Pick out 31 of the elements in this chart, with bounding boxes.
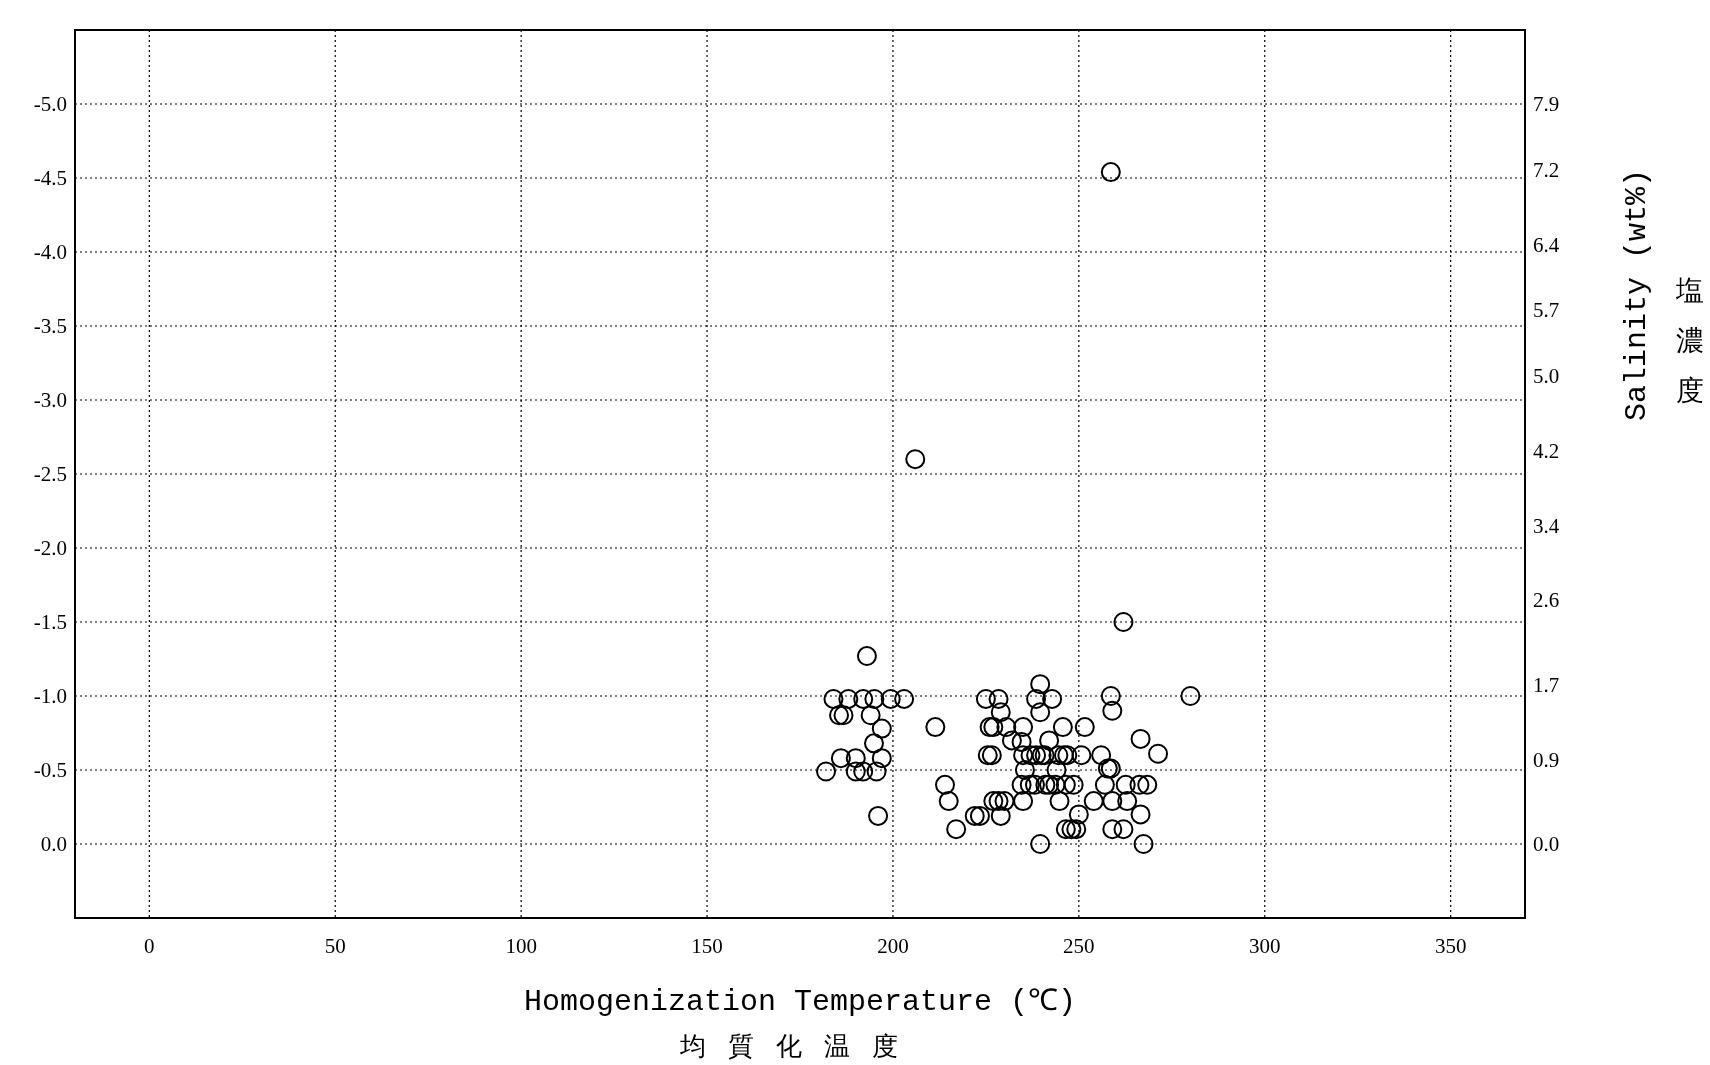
y-tick-label: -1.0 [33,684,67,708]
y2-tick-label: 5.0 [1533,363,1560,388]
y2-tick-label: 0.9 [1533,747,1560,772]
y-tick-label: -2.5 [33,462,67,486]
x-tick-label: 100 [505,934,537,958]
y2-tick-label: 0.0 [1533,832,1560,856]
x-tick-label: 0 [144,934,155,958]
x-tick-label: 350 [1434,934,1467,958]
y-tick-label: -1.5 [33,610,67,634]
y-tick-label: -3.0 [33,388,67,412]
y2-tick-label: 4.2 [1533,438,1560,463]
x-tick-label: 50 [324,934,346,958]
x-tick-label: 200 [877,934,909,958]
y-tick-label: -4.5 [33,166,67,190]
y-tick-label: -2.0 [33,536,67,560]
y2-tick-label: 5.7 [1533,298,1560,323]
y-tick-label: -4.0 [33,240,67,264]
y2-tick-label: 2.6 [1533,588,1560,613]
y-tick-label: -5.0 [33,92,67,116]
x-tick-label: 250 [1063,934,1095,958]
x-tick-label: 300 [1248,934,1281,958]
y2-tick-label: 7.2 [1533,157,1560,182]
y-tick-label: 0.0 [40,832,67,856]
y2-tick-label: 1.7 [1533,672,1560,697]
y2-tick-label: 7.9 [1533,92,1560,116]
y2-tick-label: 3.4 [1533,513,1560,538]
y2-tick-label: 6.4 [1533,232,1560,257]
x-tick-label: 150 [691,934,723,958]
y-tick-label: -0.5 [33,758,67,782]
y-tick-label: -3.5 [33,314,67,338]
x-axis-title: Homogenization Temperature (℃) 均質化温度 [523,985,1077,1063]
